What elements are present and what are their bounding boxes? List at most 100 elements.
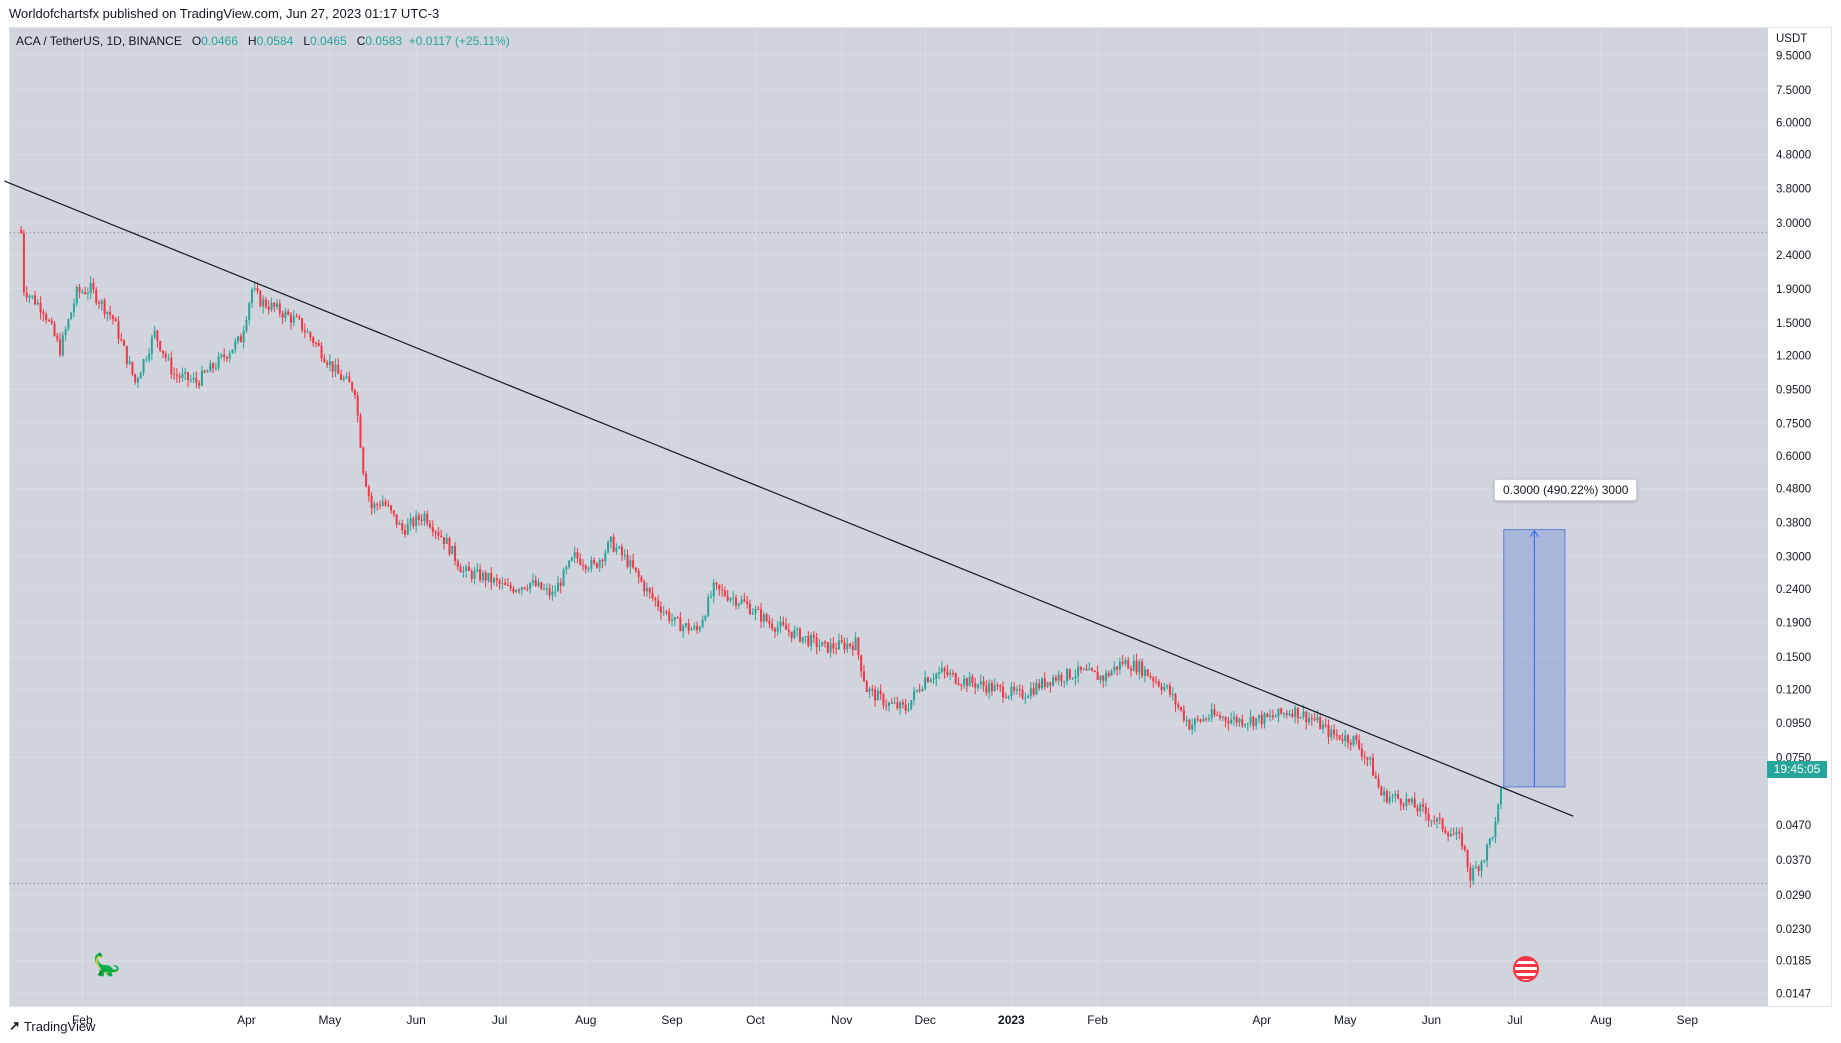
candle-body (682, 626, 685, 632)
symbol-name[interactable]: ACA / TetherUS, 1D, BINANCE (16, 34, 182, 48)
change-value: +0.0117 (+25.11%) (408, 34, 510, 48)
date-tick-label: Jun (1422, 1013, 1441, 1027)
footer-brand[interactable]: ↗ TradingView (9, 1018, 95, 1034)
candle-body (1118, 661, 1121, 670)
candle-body (1408, 798, 1411, 803)
date-tick-label: Aug (575, 1013, 596, 1027)
candle-body (462, 570, 465, 573)
candle-body (543, 588, 546, 590)
candle-body (1082, 668, 1085, 670)
candle-body (39, 302, 42, 313)
measure-label[interactable]: 0.3000 (490.22%) 3000 (1494, 479, 1638, 501)
candle-body (645, 588, 648, 592)
candle-body (1216, 715, 1219, 717)
candle-body (1171, 694, 1174, 696)
candle-body (754, 609, 757, 614)
candle-body (885, 705, 888, 707)
candle-body (1052, 677, 1055, 686)
candle-body (225, 357, 228, 359)
candle-body (1132, 660, 1135, 671)
candle-body (1438, 818, 1441, 820)
candle-body (985, 685, 988, 693)
price-tick-label: 0.3800 (1776, 517, 1811, 529)
us-flag-icon[interactable] (1513, 956, 1539, 982)
candle-body (465, 566, 468, 571)
candle-body (1230, 719, 1233, 724)
candle-body (1291, 713, 1294, 717)
candle-body (1266, 713, 1269, 717)
candle-body (548, 588, 551, 596)
candle-body (415, 515, 418, 527)
candle-body (1352, 735, 1355, 745)
mascot-icon[interactable]: 🦕 (93, 952, 121, 977)
candle-body (904, 704, 907, 711)
candle-body (979, 681, 982, 685)
candle-body (1157, 681, 1160, 687)
candle-body (359, 415, 362, 448)
candle-body (932, 679, 935, 681)
candle-body (139, 372, 142, 379)
candle-body (1288, 713, 1291, 715)
candle-body (718, 584, 721, 590)
candle-body (403, 530, 406, 535)
price-tick-label: 1.2000 (1776, 351, 1811, 363)
candle-body (1227, 720, 1230, 724)
candle-body (267, 306, 270, 310)
candle-body (1313, 718, 1316, 721)
candle-body (1202, 718, 1205, 722)
candle-body (996, 684, 999, 686)
candle-body (292, 316, 295, 323)
candle-body (768, 621, 771, 624)
candle-body (1199, 719, 1202, 722)
candle-body (456, 560, 459, 568)
candle-body (1319, 716, 1322, 729)
candle-body (1077, 666, 1080, 677)
candle-body (103, 300, 106, 314)
candle-body (1096, 672, 1099, 681)
candle-body (1410, 798, 1413, 803)
candle-body (298, 316, 301, 319)
candle-body (1330, 729, 1333, 737)
candle-body (1185, 720, 1188, 722)
candle-body (1035, 683, 1038, 695)
candle-body (1163, 687, 1166, 690)
candle-body (1130, 668, 1133, 671)
candle-body (420, 519, 423, 522)
candle-body (501, 582, 504, 584)
candle-body (615, 547, 618, 552)
candle-body (876, 690, 879, 701)
candle-body (50, 320, 53, 324)
candle-body (1149, 676, 1152, 678)
candle-body (957, 683, 960, 685)
price-tick-label: 4.8000 (1776, 150, 1811, 162)
candle-body (479, 569, 482, 581)
candle-body (595, 563, 598, 568)
candle-body (67, 319, 70, 330)
candle-body (451, 546, 454, 554)
candle-body (431, 527, 434, 532)
candle-body (815, 637, 818, 647)
candle-body (888, 702, 890, 706)
candle-body (1447, 832, 1450, 837)
candle-body (1091, 668, 1094, 671)
candle-body (1007, 696, 1010, 698)
candle-body (929, 680, 932, 683)
candle-body (175, 374, 178, 377)
candle-body (340, 374, 343, 380)
price-tick-label: 0.1900 (1776, 618, 1811, 630)
candle-body (248, 303, 251, 321)
candle-body (746, 601, 749, 605)
candle-body (554, 591, 557, 593)
candle-body (1349, 742, 1352, 745)
candle-body (362, 447, 365, 474)
candle-body (1027, 696, 1030, 698)
candle-body (1166, 685, 1169, 688)
candle-body (732, 597, 735, 599)
candle-body (1260, 715, 1263, 725)
candle-body (342, 378, 345, 380)
candle-body (1449, 834, 1452, 837)
candle-body (59, 339, 62, 356)
candle-body (47, 320, 50, 322)
candle-body (1316, 716, 1319, 721)
